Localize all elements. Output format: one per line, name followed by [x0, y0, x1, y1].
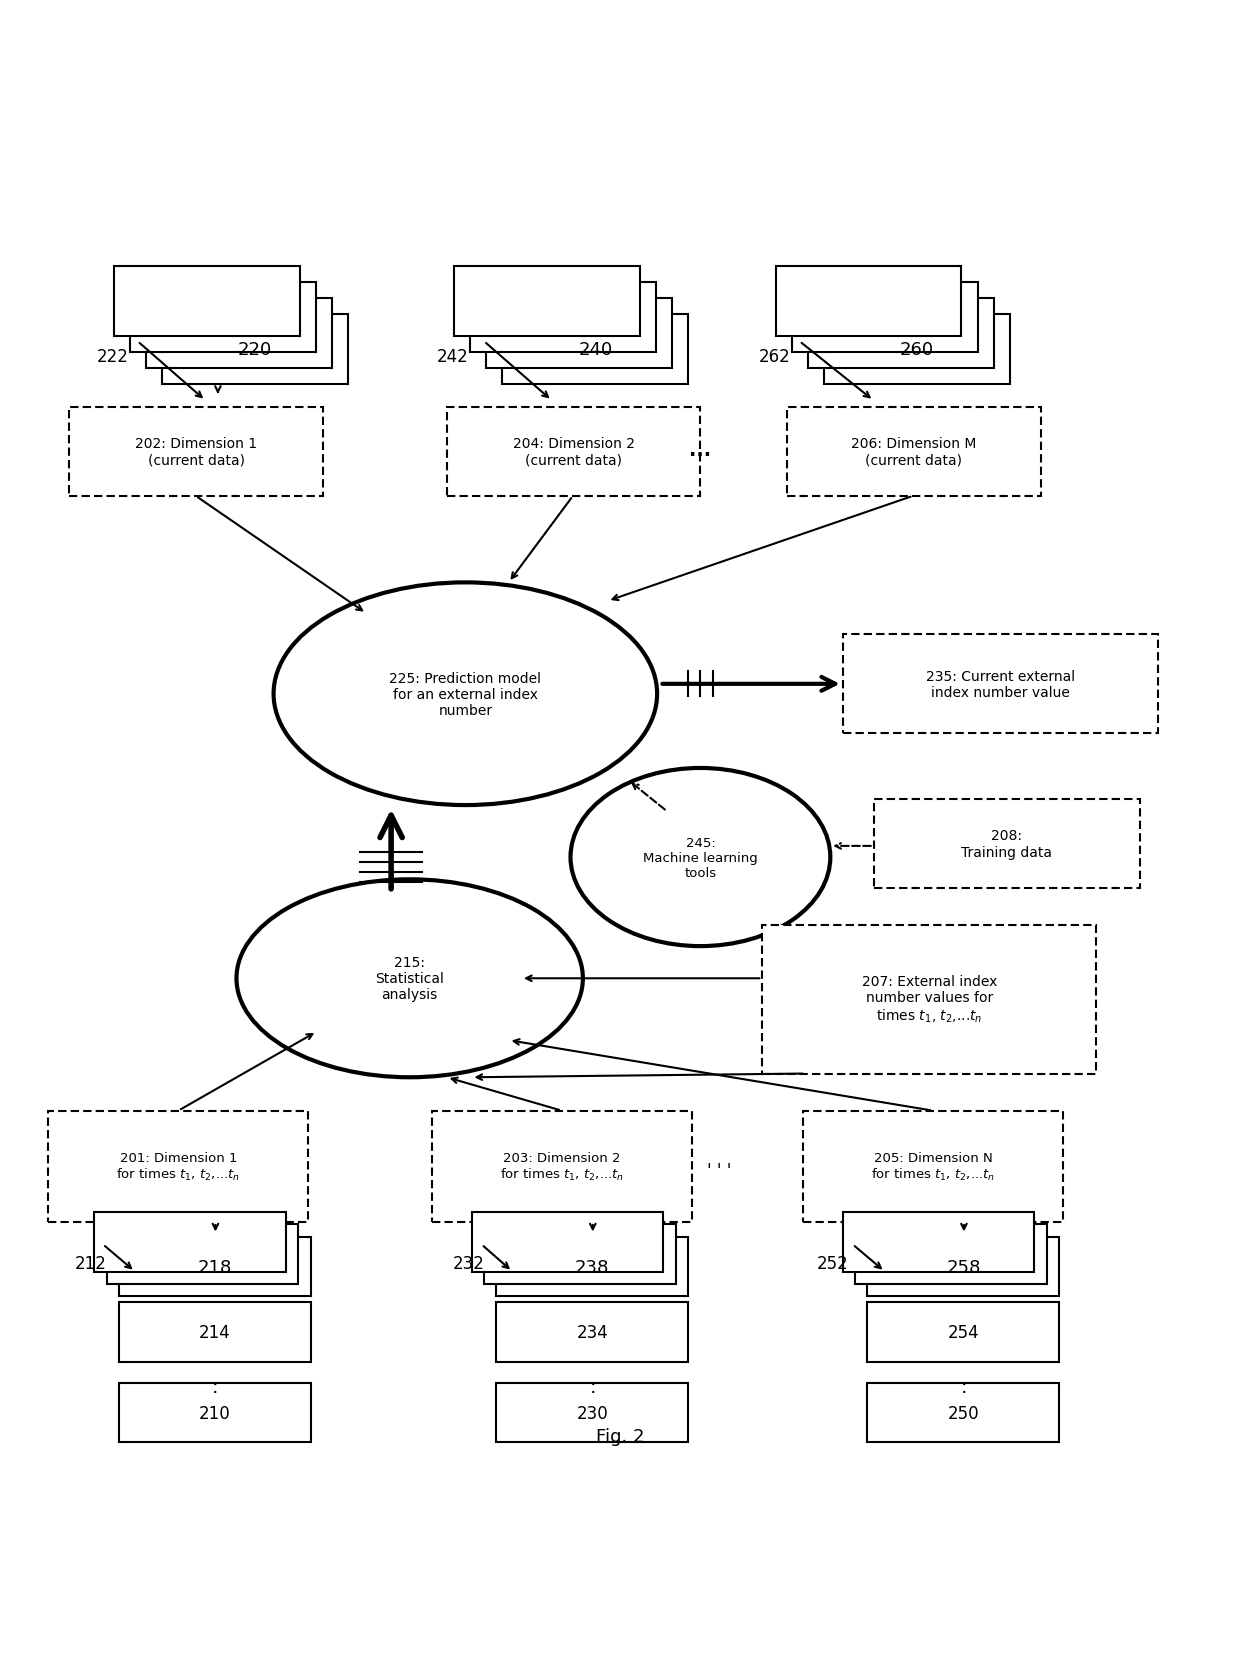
Text: 252: 252 [817, 1255, 848, 1271]
Text: 222: 222 [97, 348, 129, 366]
Text: 207: External index
number values for
times $t_1$, $t_2$,...$t_n$: 207: External index number values for ti… [862, 975, 997, 1026]
FancyBboxPatch shape [446, 408, 701, 497]
Text: Fig. 2: Fig. 2 [595, 1427, 645, 1445]
Text: 254: 254 [947, 1323, 980, 1342]
Text: :: : [212, 1377, 218, 1397]
Ellipse shape [274, 582, 657, 806]
FancyBboxPatch shape [94, 1213, 286, 1271]
Text: 245:
Machine learning
tools: 245: Machine learning tools [644, 836, 758, 878]
FancyBboxPatch shape [484, 1225, 676, 1285]
Text: ...: ... [689, 442, 712, 460]
Text: 258: 258 [946, 1258, 981, 1276]
FancyBboxPatch shape [808, 298, 993, 370]
Text: 201: Dimension 1
for times $t_1$, $t_2$,...$t_n$: 201: Dimension 1 for times $t_1$, $t_2$,… [117, 1151, 241, 1183]
FancyBboxPatch shape [856, 1225, 1047, 1285]
Text: 242: 242 [438, 348, 469, 366]
FancyBboxPatch shape [48, 1111, 309, 1223]
FancyBboxPatch shape [804, 1111, 1063, 1223]
FancyBboxPatch shape [868, 1303, 1059, 1362]
Text: 210: 210 [198, 1404, 231, 1422]
FancyBboxPatch shape [763, 925, 1096, 1074]
FancyBboxPatch shape [496, 1303, 688, 1362]
FancyBboxPatch shape [470, 283, 656, 353]
Text: 240: 240 [578, 341, 613, 360]
Text: 204: Dimension 2
(current data): 204: Dimension 2 (current data) [512, 437, 635, 467]
FancyBboxPatch shape [868, 1384, 1059, 1442]
FancyBboxPatch shape [454, 266, 640, 336]
FancyBboxPatch shape [502, 315, 688, 385]
FancyBboxPatch shape [69, 408, 324, 497]
Text: 250: 250 [947, 1404, 980, 1422]
FancyBboxPatch shape [776, 266, 961, 336]
Text: 238: 238 [575, 1258, 609, 1276]
Text: 202: Dimension 1
(current data): 202: Dimension 1 (current data) [135, 437, 258, 467]
FancyBboxPatch shape [496, 1236, 688, 1297]
FancyBboxPatch shape [486, 298, 672, 370]
Text: 206: Dimension M
(current data): 206: Dimension M (current data) [851, 437, 977, 467]
FancyBboxPatch shape [119, 1384, 311, 1442]
Text: 205: Dimension N
for times $t_1$, $t_2$,...$t_n$: 205: Dimension N for times $t_1$, $t_2$,… [870, 1151, 994, 1183]
Text: 208:
Training data: 208: Training data [961, 828, 1052, 858]
Text: 260: 260 [900, 341, 934, 360]
FancyBboxPatch shape [843, 1213, 1034, 1271]
FancyBboxPatch shape [162, 315, 347, 385]
Text: 220: 220 [238, 341, 272, 360]
Text: :: : [589, 1377, 596, 1397]
FancyBboxPatch shape [119, 1303, 311, 1362]
FancyBboxPatch shape [471, 1213, 663, 1271]
Text: 218: 218 [197, 1258, 232, 1276]
FancyBboxPatch shape [432, 1111, 692, 1223]
FancyBboxPatch shape [146, 298, 332, 370]
Text: :: : [961, 1377, 967, 1397]
Text: 232: 232 [453, 1255, 485, 1271]
FancyBboxPatch shape [119, 1236, 311, 1297]
Text: 214: 214 [198, 1323, 231, 1342]
Text: 212: 212 [74, 1255, 107, 1271]
Text: 234: 234 [577, 1323, 608, 1342]
FancyBboxPatch shape [792, 283, 977, 353]
Ellipse shape [570, 768, 831, 947]
Ellipse shape [237, 880, 583, 1077]
FancyBboxPatch shape [107, 1225, 299, 1285]
FancyBboxPatch shape [843, 636, 1158, 734]
FancyBboxPatch shape [868, 1236, 1059, 1297]
Text: 225: Prediction model
for an external index
number: 225: Prediction model for an external in… [389, 671, 542, 718]
Text: ' ' ': ' ' ' [707, 1161, 732, 1179]
Text: 230: 230 [577, 1404, 608, 1422]
Text: 203: Dimension 2
for times $t_1$, $t_2$,...$t_n$: 203: Dimension 2 for times $t_1$, $t_2$,… [500, 1151, 624, 1183]
FancyBboxPatch shape [825, 315, 1009, 385]
Text: 262: 262 [759, 348, 791, 366]
FancyBboxPatch shape [787, 408, 1040, 497]
Text: 215:
Statistical
analysis: 215: Statistical analysis [376, 955, 444, 1002]
FancyBboxPatch shape [114, 266, 300, 336]
FancyBboxPatch shape [130, 283, 316, 353]
Text: 235: Current external
index number value: 235: Current external index number value [926, 669, 1075, 699]
FancyBboxPatch shape [874, 800, 1140, 888]
FancyBboxPatch shape [496, 1384, 688, 1442]
